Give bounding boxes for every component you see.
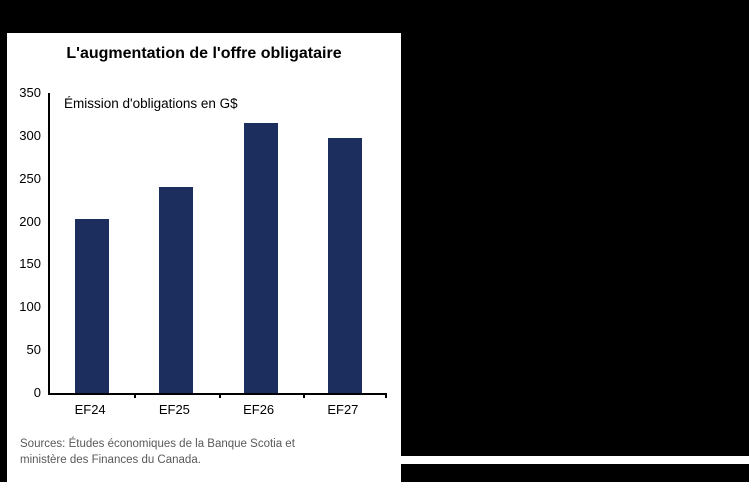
source-note: Sources: Études économiques de la Banque… — [20, 436, 295, 468]
source-line-1: Sources: Études économiques de la Banque… — [20, 438, 295, 450]
x-tick-label-EF25: EF25 — [158, 402, 190, 417]
plot-area: Émission d'obligations en G$ — [48, 93, 387, 398]
chart-annotation: Émission d'obligations en G$ — [64, 96, 238, 111]
y-axis: 350 300 250 200 150 100 50 0 — [7, 85, 41, 400]
x-axis-tick — [134, 393, 137, 398]
y-tick-label-300: 300 — [19, 127, 41, 143]
x-axis-tick — [385, 393, 387, 398]
y-tick-label-150: 150 — [19, 256, 41, 272]
x-axis-tick — [218, 393, 221, 398]
y-tick-label-50: 50 — [26, 342, 41, 358]
y-tick-label-100: 100 — [19, 299, 41, 315]
y-tick-label-250: 250 — [19, 170, 41, 186]
x-axis-tick — [302, 393, 305, 398]
source-line-2: ministère des Finances du Canada. — [20, 454, 201, 466]
y-tick-label-0: 0 — [33, 385, 41, 400]
bar-EF25 — [159, 187, 194, 393]
chart-title: L'augmentation de l'offre obligataire — [66, 45, 342, 62]
x-tick-label-EF24: EF24 — [74, 402, 106, 417]
x-tick-label-EF27: EF27 — [327, 402, 359, 417]
chart-panel: L'augmentation de l'offre obligataire 35… — [7, 33, 401, 482]
y-tick-label-350: 350 — [19, 85, 41, 100]
x-tick-label-EF26: EF26 — [243, 402, 275, 417]
bar-EF26 — [243, 123, 278, 393]
bar-EF27 — [327, 137, 362, 393]
bar-EF24 — [75, 219, 110, 393]
bottom-right-strip — [401, 456, 749, 464]
x-axis-labels: EF24 EF25 EF26 EF27 — [48, 401, 385, 419]
y-tick-label-200: 200 — [19, 213, 41, 229]
